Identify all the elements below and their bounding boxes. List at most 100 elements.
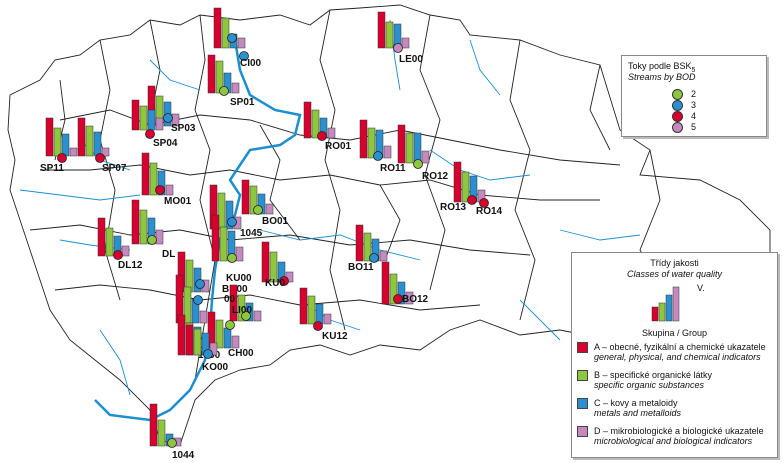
bar-a bbox=[213, 7, 222, 49]
bar-a bbox=[303, 101, 312, 139]
station-le00: LE00 bbox=[377, 11, 423, 65]
station-bo12: BO12 bbox=[381, 261, 429, 305]
legend-bod-entry: 2 bbox=[672, 88, 696, 100]
bar-d bbox=[231, 335, 240, 349]
bar-a bbox=[381, 261, 390, 305]
group-label-en: metals and metalloids bbox=[594, 408, 682, 418]
bar-b bbox=[311, 109, 320, 139]
bar-a bbox=[77, 117, 86, 157]
station-ku12: KU12 bbox=[299, 287, 348, 342]
station-sp11: SP11 bbox=[40, 117, 78, 174]
bod-dot bbox=[219, 86, 229, 96]
bod-dot bbox=[193, 295, 203, 305]
station-ci00: CI00 bbox=[239, 51, 262, 69]
bar-b bbox=[367, 127, 376, 159]
bar-c bbox=[157, 170, 166, 196]
legend-bod-entry: 5 bbox=[672, 121, 696, 133]
bar-d bbox=[199, 310, 208, 324]
station-label: LI00 bbox=[232, 305, 252, 316]
station-label: KU12 bbox=[322, 331, 348, 342]
bar-b bbox=[215, 319, 224, 349]
station-label: SP03 bbox=[171, 123, 196, 134]
bar-a bbox=[299, 287, 308, 325]
legend-quality-title: Třídy jakosti bbox=[650, 258, 699, 268]
bod-dot bbox=[95, 153, 105, 163]
group-swatch-icon bbox=[577, 370, 588, 381]
river-network bbox=[19, 19, 641, 422]
bar-a bbox=[377, 11, 386, 49]
station-label: RO11 bbox=[380, 163, 406, 174]
bar-a bbox=[229, 284, 238, 322]
bar-d bbox=[253, 310, 262, 322]
station-sp01: SP01 bbox=[207, 54, 255, 108]
bar-b bbox=[219, 226, 228, 262]
bod-class-label: 2 bbox=[691, 89, 697, 99]
bod-dot bbox=[227, 217, 237, 227]
bar-d bbox=[155, 117, 164, 131]
bod-dot bbox=[155, 185, 165, 195]
station-label: 1045 bbox=[240, 228, 263, 239]
bod-dot bbox=[195, 279, 205, 289]
bod-dot bbox=[253, 205, 263, 215]
bar-a bbox=[177, 314, 186, 356]
bod-dot bbox=[413, 159, 423, 169]
bar-c bbox=[225, 200, 234, 230]
bar-d bbox=[323, 313, 332, 325]
bar-d bbox=[69, 147, 78, 157]
bar-d bbox=[101, 147, 110, 157]
bar-b bbox=[215, 60, 224, 94]
bod-dot bbox=[227, 33, 237, 43]
bod-dot bbox=[241, 311, 251, 321]
group-label-cz: D – mikrobiologické a biologické ukazate… bbox=[594, 426, 764, 436]
station-label: 00 bbox=[224, 294, 236, 305]
bod-dot bbox=[369, 253, 379, 263]
bod-dot bbox=[145, 129, 155, 139]
station-ko00: KO00 bbox=[185, 324, 229, 373]
bar-b bbox=[389, 273, 398, 305]
bar-a bbox=[149, 403, 158, 447]
bar-d bbox=[165, 184, 174, 196]
bar-d bbox=[121, 245, 130, 257]
group-label-cz: C – kovy a metaloidy bbox=[594, 398, 678, 408]
bar-b bbox=[221, 17, 230, 49]
bar-b bbox=[385, 21, 394, 49]
bar-b bbox=[105, 227, 114, 257]
legend-bod-subtitle: Streams by BOD bbox=[628, 72, 696, 82]
bar-a bbox=[97, 217, 106, 257]
bar-b bbox=[269, 251, 278, 283]
bar-a bbox=[359, 119, 368, 159]
station-label: BO12 bbox=[402, 294, 429, 305]
bar-a bbox=[397, 124, 406, 164]
station-ro11: RO11 bbox=[359, 119, 406, 174]
station-bo01: BO01 bbox=[241, 179, 289, 227]
bar-d bbox=[379, 250, 388, 262]
bar-a bbox=[355, 224, 364, 262]
station-label: SP07 bbox=[102, 163, 127, 174]
bar-b bbox=[53, 127, 62, 157]
station-label: RO13 bbox=[440, 202, 467, 213]
bar-d bbox=[235, 246, 244, 262]
station-label: CI00 bbox=[240, 58, 262, 69]
station-ku00: KU00 bbox=[211, 214, 252, 284]
group-label-cz: B – specifické organické látky bbox=[594, 370, 713, 380]
group-swatch-icon bbox=[577, 426, 588, 437]
bar-c bbox=[315, 303, 324, 325]
bod-class-dot-icon bbox=[672, 121, 683, 133]
bod-dot bbox=[467, 195, 477, 205]
station-ch00: CH00 bbox=[207, 311, 254, 359]
station-label: SP04 bbox=[153, 138, 178, 149]
bod-dot bbox=[393, 43, 403, 53]
bar-c bbox=[223, 327, 232, 349]
station-label: DL12 bbox=[118, 260, 143, 271]
bod-class-dot-icon bbox=[672, 99, 683, 111]
bar-d bbox=[237, 37, 246, 49]
bar-a bbox=[131, 99, 140, 131]
bar-b bbox=[405, 132, 414, 164]
bod-class-dot-icon bbox=[672, 110, 683, 122]
bar-a bbox=[261, 241, 270, 283]
legend-group-d: D – mikrobiologické a biologické ukazate… bbox=[577, 426, 764, 446]
station-label: LE00 bbox=[399, 54, 423, 65]
bod-dot bbox=[317, 131, 327, 141]
bar-d bbox=[405, 291, 414, 305]
